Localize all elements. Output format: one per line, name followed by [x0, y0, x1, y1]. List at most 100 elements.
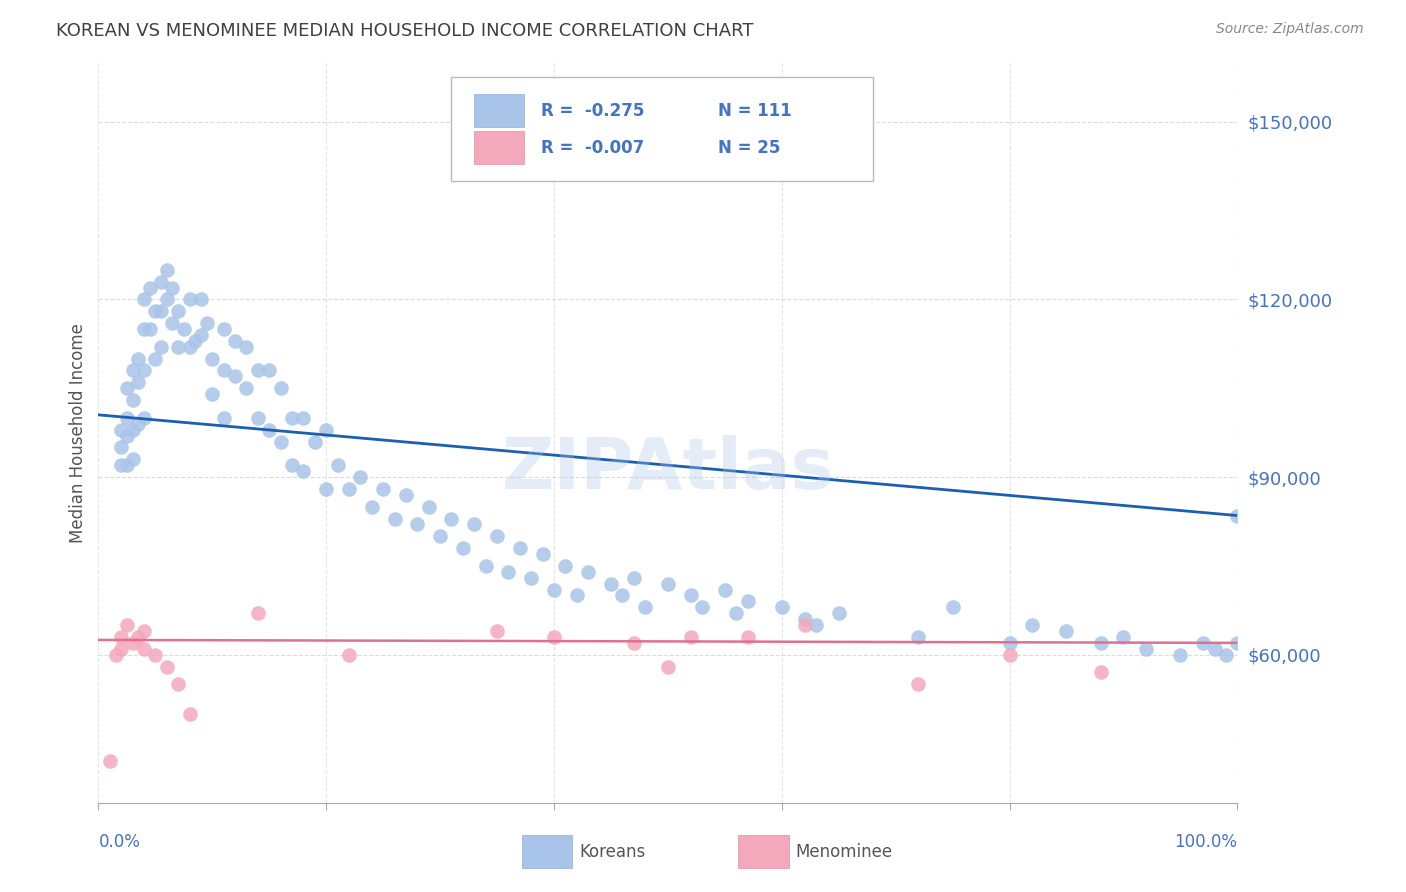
Point: [600, 576, 623, 591]
Point: [115, 458, 138, 473]
Point: [259, 363, 281, 377]
Point: [127, 376, 149, 390]
Point: [110, 441, 132, 455]
Point: [725, 607, 748, 621]
Point: [179, 293, 201, 307]
Point: [623, 636, 645, 650]
Point: [145, 351, 167, 366]
Point: [612, 589, 634, 603]
Point: [543, 630, 565, 644]
Point: [138, 322, 160, 336]
Point: [121, 363, 143, 377]
Point: [110, 641, 132, 656]
Point: [156, 293, 179, 307]
Point: [132, 363, 155, 377]
Point: [150, 340, 173, 354]
Point: [132, 293, 155, 307]
Point: [907, 677, 929, 691]
Point: [998, 648, 1021, 662]
Point: [121, 423, 143, 437]
Point: [1226, 636, 1249, 650]
Point: [150, 304, 173, 318]
Point: [121, 392, 143, 407]
Point: [907, 630, 929, 644]
Point: [235, 340, 257, 354]
Point: [212, 363, 235, 377]
Point: [304, 434, 326, 449]
Point: [714, 582, 737, 597]
Point: [1135, 641, 1157, 656]
Point: [167, 304, 190, 318]
Point: [246, 363, 269, 377]
Point: [132, 410, 155, 425]
Point: [349, 470, 371, 484]
Point: [429, 529, 451, 543]
Point: [690, 600, 713, 615]
Point: [224, 369, 246, 384]
Point: [509, 541, 531, 555]
Point: [115, 381, 138, 395]
Text: Koreans: Koreans: [579, 843, 645, 861]
FancyBboxPatch shape: [474, 95, 524, 127]
Point: [212, 322, 235, 336]
Point: [315, 482, 337, 496]
Point: [828, 607, 851, 621]
Point: [440, 511, 463, 525]
Point: [679, 589, 702, 603]
Point: [121, 636, 143, 650]
Point: [121, 452, 143, 467]
Point: [634, 600, 657, 615]
Point: [623, 571, 645, 585]
Point: [1090, 665, 1112, 680]
Point: [127, 630, 149, 644]
Point: [531, 547, 554, 561]
Point: [132, 322, 155, 336]
Point: [1090, 636, 1112, 650]
Text: 100.0%: 100.0%: [1174, 833, 1237, 851]
Point: [138, 280, 160, 294]
Point: [793, 612, 815, 626]
Point: [201, 351, 224, 366]
Point: [270, 381, 292, 395]
Point: [98, 755, 121, 769]
Point: [474, 558, 496, 573]
Point: [246, 410, 269, 425]
Point: [156, 262, 179, 277]
Point: [337, 482, 360, 496]
Point: [657, 659, 679, 673]
Point: [463, 517, 485, 532]
Point: [110, 423, 132, 437]
Point: [418, 500, 440, 514]
Point: [201, 387, 224, 401]
Point: [1204, 641, 1226, 656]
Point: [292, 410, 315, 425]
Point: [554, 558, 576, 573]
Text: R =  -0.275: R = -0.275: [541, 102, 645, 120]
Point: [195, 316, 218, 330]
Point: [737, 630, 759, 644]
Point: [576, 565, 599, 579]
Text: N = 111: N = 111: [718, 102, 792, 120]
Point: [942, 600, 965, 615]
Point: [486, 624, 509, 638]
Text: 0.0%: 0.0%: [98, 833, 141, 851]
Point: [520, 571, 543, 585]
Point: [132, 624, 155, 638]
Point: [384, 511, 406, 525]
Text: ZIPAtlas: ZIPAtlas: [502, 435, 834, 504]
Y-axis label: Median Household Income: Median Household Income: [69, 323, 87, 542]
Point: [259, 423, 281, 437]
Point: [162, 280, 184, 294]
Point: [150, 275, 173, 289]
FancyBboxPatch shape: [738, 836, 789, 868]
Point: [679, 630, 702, 644]
Point: [1054, 624, 1078, 638]
Point: [371, 482, 394, 496]
Point: [1192, 636, 1215, 650]
Point: [104, 648, 127, 662]
Point: [162, 316, 184, 330]
Point: [184, 334, 207, 348]
Point: [406, 517, 429, 532]
Point: [657, 576, 679, 591]
Point: [115, 428, 138, 442]
